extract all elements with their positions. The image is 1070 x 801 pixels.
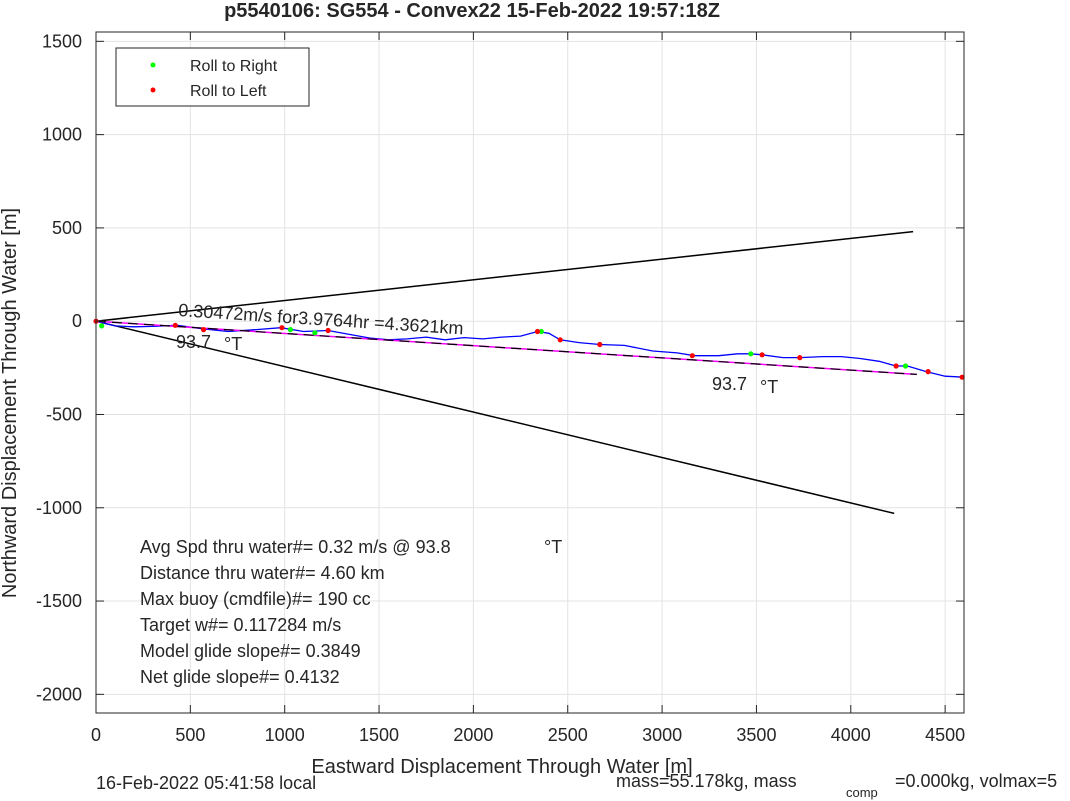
series-layer [95,230,965,515]
roll-right-point-1 [287,327,293,333]
heading-unit-left: °T [224,334,242,354]
roll-right-point-0 [99,323,105,329]
footer-mass: mass=55.178kg, mass [616,771,797,791]
roll-left-point-10 [797,355,803,361]
roll-left-point-1 [172,322,178,328]
legend-marker-roll-left [150,87,156,93]
roll-right-point-5 [902,363,909,369]
footer-mass-rest: =0.000kg, volmax=5 [895,771,1057,791]
roll-left-point-12 [925,369,931,375]
x-axis-label: Eastward Displacement Through Water [m] [311,756,692,778]
x-tick-label-4: 2000 [453,725,493,745]
x-tick-label-5: 2500 [548,725,588,745]
legend-marker-roll-right [150,62,156,68]
points-layer [93,318,965,380]
roll-right-point-3 [538,328,544,335]
roll-left-point-7 [597,341,603,348]
heading-unit-right: °T [760,377,778,397]
footer-mass-comp: comp [846,785,878,800]
x-tick-label-2: 1000 [265,725,305,745]
roll-right-point-4 [748,351,754,357]
x-tick-label-1: 500 [175,725,205,745]
legend-label-roll-left: Roll to Left [190,83,267,100]
roll-left-point-2 [201,327,207,333]
stats-line-net-glide: Net glide slope#= 0.4132 [140,667,340,687]
stats-line-distance: Distance thru water#= 4.60 km [140,563,385,583]
heading-label-left: 93.7 [176,332,211,352]
legend-label-roll-right: Roll to Right [190,58,278,75]
legend: Roll to Right Roll to Left [115,47,310,107]
y-tick-label-6: -1500 [36,591,82,611]
x-tick-label-9: 4500 [925,725,965,745]
roll-left-point-3 [279,325,285,331]
y-tick-label-1: 1000 [42,125,82,145]
axis-ticks: 0 500 1000 1500 2000 2500 3000 3500 4000 4500 1500… [36,31,965,745]
stats-line-max-buoy: Max buoy (cmdfile)#= 190 cc [140,589,371,609]
series-cone-upper [95,230,914,322]
x-tick-label-7: 3500 [736,725,776,745]
legend-box [115,47,310,107]
roll-left-point-11 [893,363,899,369]
series-heading-dashed [95,320,917,375]
chart-title: p5540106: SG554 - Convex22 15-Feb-2022 1… [224,0,720,22]
heading-label-right: 93.7 [712,374,747,394]
stats-block: Avg Spd thru water#= 0.32 m/s @ 93.8 °T … [140,537,562,687]
y-tick-label-2: 500 [52,218,82,238]
series-cone-lower [95,320,895,515]
roll-left-point-9 [759,352,765,358]
y-tick-label-4: -500 [46,404,82,424]
y-tick-label-5: -1000 [36,498,82,518]
footer-mass-text: mass=55.178kg, mass [616,771,797,791]
x-tick-label-8: 4000 [831,725,871,745]
roll-left-point-4 [325,327,331,334]
stats-line-target-w: Target w#= 0.117284 m/s [140,615,341,635]
y-axis-label: Northward Displacement Through Water [m] [0,208,21,598]
y-tick-label-7: -2000 [36,684,82,704]
roll-left-point-5 [534,328,541,335]
x-tick-label-6: 3000 [642,725,682,745]
roll-left-point-8 [689,353,695,359]
series-track [95,320,965,378]
y-tick-label-0: 1500 [42,31,82,51]
stats-line-model-glide: Model glide slope#= 0.3849 [140,641,361,661]
grid-lines [95,32,964,713]
roll-right-point-2 [312,330,318,336]
y-tick-label-3: 0 [72,311,82,331]
roll-left-point-13 [959,374,965,380]
x-tick-label-0: 0 [91,725,101,745]
stats-line-avg-speed: Avg Spd thru water#= 0.32 m/s @ 93.8 [140,537,451,557]
x-tick-label-3: 1500 [359,725,399,745]
roll-left-point-6 [557,337,563,343]
footer-local-time: 16-Feb-2022 05:41:58 local [96,773,316,793]
stats-avg-speed-unit: °T [544,537,562,557]
plot-frame [95,31,965,714]
plot-area [96,32,964,713]
